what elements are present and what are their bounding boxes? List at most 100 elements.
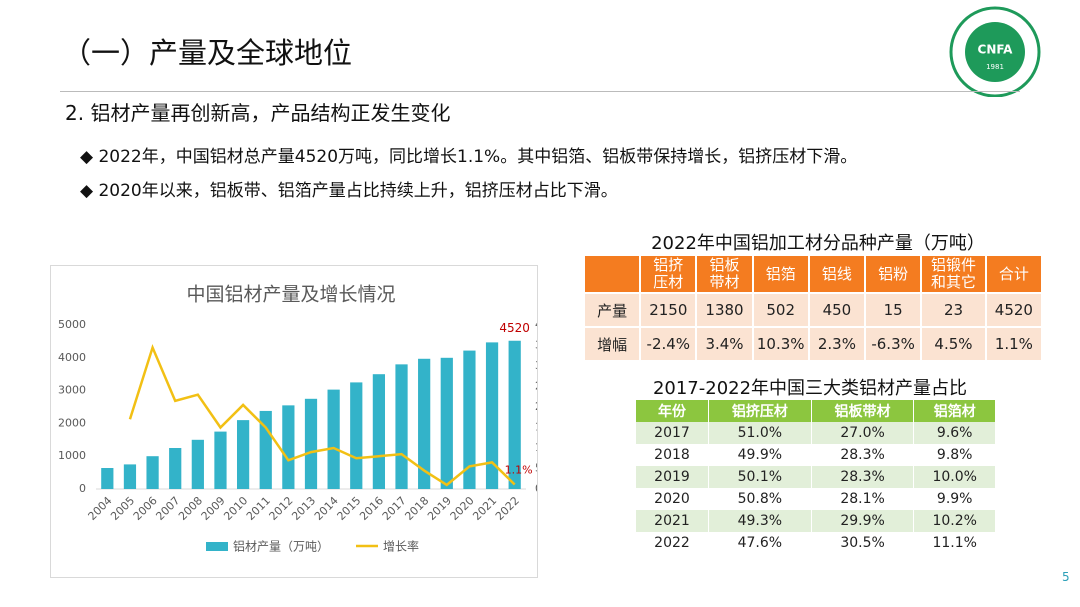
x-tick-label: 2006 — [131, 494, 160, 523]
cell: 50.1% — [708, 466, 812, 488]
cell: 15 — [864, 292, 923, 328]
bar — [282, 405, 295, 489]
y2-tick-label: 5% — [535, 462, 538, 475]
divider — [60, 91, 1020, 92]
cell: 2022 — [635, 532, 709, 554]
x-tick-label: 2008 — [176, 494, 205, 523]
cell: 50.8% — [708, 488, 812, 510]
y-tick-label: 2000 — [58, 416, 86, 429]
x-tick-label: 2005 — [108, 494, 137, 523]
table-row: 产量 2150 1380 502 450 15 23 4520 — [582, 292, 1044, 328]
subtitle: 2. 铝材产量再创新高，产品结构正发生变化 — [65, 101, 451, 125]
header-cell: 铝挤压材 — [708, 400, 812, 422]
y2-tick-label: 40% — [535, 318, 538, 331]
x-tick-label: 2016 — [357, 494, 386, 523]
y-tick-label: 3000 — [58, 384, 86, 397]
table-title: 2017-2022年中国三大类铝材产量占比 — [652, 378, 968, 399]
cell: 1380 — [695, 292, 754, 328]
bar — [485, 342, 499, 489]
x-tick-label: 2007 — [153, 494, 182, 523]
line — [128, 343, 516, 487]
bullet: ◆ 2022年，中国铝材总产量4520万吨，同比增长1.1%。其中铝箔、铝板带保… — [80, 147, 858, 167]
cell: 49.3% — [708, 510, 812, 532]
table-row: 增幅 -2.4% 3.4% 10.3% 2.3% -6.3% 4.5% 1.1% — [582, 326, 1044, 362]
table: 年份 铝挤压材 铝板带材 铝箔材 2017 51.0% 27.0% 9.6% 2018 49.9%… — [635, 400, 995, 554]
cell: 4520 — [984, 292, 1044, 328]
x-tick-label: 2004 — [86, 494, 115, 523]
cell: 2019 — [635, 466, 709, 488]
cell: 9.8% — [913, 444, 995, 466]
cell: 23 — [920, 292, 987, 328]
table-row: 2020 50.8% 28.1% 9.9% — [635, 488, 995, 510]
bar — [146, 456, 159, 489]
cell: 2021 — [635, 510, 709, 532]
x-tick-label: 2018 — [402, 494, 431, 523]
cell: 2.3% — [807, 326, 867, 362]
cell: 3.4% — [695, 326, 754, 362]
header-cell: 铝箔材 — [913, 400, 995, 422]
y-tick-label: 5000 — [58, 318, 86, 331]
row-label: 产量 — [582, 292, 642, 328]
cell: 29.9% — [810, 510, 914, 532]
x-tick-label: 2014 — [312, 494, 341, 523]
cell: 2020 — [635, 488, 709, 510]
y-tick-label: 1000 — [58, 449, 86, 462]
bar — [123, 464, 137, 489]
table-row: 2019 50.1% 28.3% 10.0% — [635, 466, 995, 488]
x-tick-label: 2021 — [470, 494, 499, 523]
table: 铝挤压材 铝板带材 铝箔 铝线 铝粉 铝锻件和其它 合计 产量 2150 1380 502 450 15… — [582, 254, 1044, 362]
table-row: 2022 47.6% 30.5% 11.1% — [635, 532, 995, 554]
cell: 10.0% — [913, 466, 995, 488]
cell: 28.1% — [810, 488, 914, 510]
cell: 10.3% — [751, 326, 810, 362]
bar — [191, 439, 204, 489]
header-cell: 铝挤压材 — [639, 254, 698, 294]
x-tick-label: 2020 — [448, 494, 477, 523]
bar — [372, 374, 386, 489]
cell: 502 — [751, 292, 810, 328]
header-cell: 合计 — [984, 254, 1044, 294]
title: （一）产量及全球地位 — [62, 36, 353, 70]
x-tick-label: 2022 — [493, 494, 522, 523]
logo-year: 1981 — [986, 63, 1004, 71]
header-cell: 铝箔 — [751, 254, 810, 294]
x-tick-label: 2010 — [221, 494, 250, 523]
table-row: 铝挤压材 铝板带材 铝箔 铝线 铝粉 铝锻件和其它 合计 — [582, 254, 1044, 294]
x-tick-label: 2019 — [425, 494, 454, 523]
table-title: 2022年中国铝加工材分品种产量（万吨） — [651, 233, 985, 254]
header-cell: 铝锻件和其它 — [920, 254, 987, 294]
x-tick-label: 2017 — [380, 494, 409, 523]
cell: 27.0% — [810, 422, 914, 444]
cell: 2150 — [639, 292, 698, 328]
bullet-text: 2022年，中国铝材总产量4520万吨，同比增长1.1%。其中铝箔、铝板带保持增… — [98, 147, 858, 167]
logo-abbr: CNFA — [978, 43, 1014, 57]
chart-title: 中国铝材产量及增长情况 — [186, 284, 395, 306]
table-row: 2021 49.3% 29.9% 10.2% — [635, 510, 995, 532]
page-number: 5 — [1062, 570, 1070, 584]
legend-label: 增长率 — [383, 539, 419, 554]
y2-tick-label: 0% — [535, 482, 538, 495]
y-tick-label: 4000 — [58, 351, 86, 364]
cell: 2018 — [635, 444, 709, 466]
chart: 中国铝材产量及增长情况 0 1000 2000 3000 4000 5000 0% 5% 10%… — [50, 265, 538, 578]
cell: 1.1% — [984, 326, 1044, 362]
cell: 47.6% — [708, 532, 812, 554]
bar — [169, 448, 182, 489]
y2-tick-label: 30% — [535, 359, 538, 372]
bar — [395, 364, 408, 489]
y2-tick-label: 20% — [535, 400, 538, 413]
data-label: 1.1% — [505, 463, 533, 476]
y-tick-label: 0 — [79, 482, 86, 495]
bar — [440, 357, 453, 489]
legend-swatch — [206, 542, 228, 551]
y2-tick-label: 25% — [535, 380, 538, 393]
logo: CNFA 1981 — [949, 6, 1041, 97]
header-cell: 铝线 — [807, 254, 867, 294]
bar — [304, 398, 318, 489]
cell: -6.3% — [864, 326, 923, 362]
cell: 9.9% — [913, 488, 995, 510]
data-label: 4520 — [499, 321, 530, 335]
cell: 4.5% — [920, 326, 987, 362]
y2-tick-label: 15% — [535, 421, 538, 434]
